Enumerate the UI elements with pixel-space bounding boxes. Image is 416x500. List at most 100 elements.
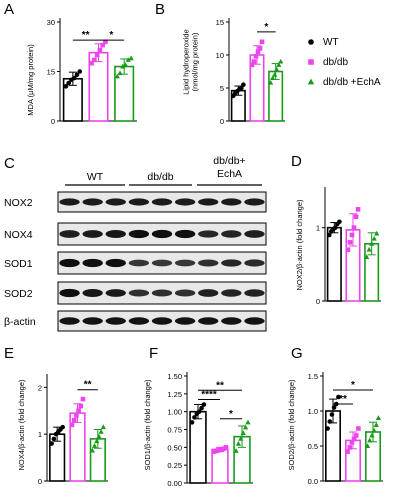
significance-label: ** bbox=[82, 30, 90, 41]
data-point-dbdb bbox=[259, 39, 265, 45]
data-point-wt bbox=[336, 394, 341, 400]
data-point-echa bbox=[375, 415, 382, 420]
blot-band bbox=[244, 259, 265, 267]
blot-band bbox=[174, 198, 196, 206]
data-point-echa bbox=[235, 441, 242, 446]
data-point-dbdb bbox=[78, 403, 84, 409]
data-point-echa bbox=[94, 438, 100, 444]
data-point-echa bbox=[240, 430, 246, 436]
data-point-wt bbox=[241, 82, 246, 87]
data-point-dbdb bbox=[74, 413, 79, 418]
data-point-echa bbox=[364, 443, 371, 448]
data-point-dbdb bbox=[94, 52, 100, 58]
blot-band bbox=[221, 198, 242, 206]
y-axis-title-line: NOX2/β-actin (fold change) bbox=[295, 199, 304, 291]
significance-label: **** bbox=[201, 390, 217, 401]
blot-band bbox=[244, 230, 265, 238]
blot-band bbox=[244, 317, 265, 325]
data-point-dbdb bbox=[223, 445, 229, 450]
data-point-echa bbox=[242, 424, 249, 430]
significance-label: * bbox=[264, 22, 268, 33]
blot-band bbox=[128, 198, 150, 206]
data-point-wt bbox=[189, 420, 195, 425]
data-point-echa bbox=[374, 230, 380, 236]
data-point-dbdb bbox=[89, 60, 94, 66]
y-tick-label: 30 bbox=[47, 18, 55, 27]
legend-label-dbdb: db/db bbox=[323, 57, 348, 68]
data-point-echa bbox=[114, 73, 120, 79]
chart-panel-g: G SOD2/β-actin (fold change) 0.0 0.5 1.0 1.5 *… bbox=[287, 345, 383, 486]
legend-marker-wt bbox=[308, 39, 314, 45]
significance-label: ** bbox=[84, 380, 92, 391]
data-point-echa bbox=[125, 57, 131, 62]
panel-label: F bbox=[149, 345, 158, 362]
blot-band bbox=[105, 289, 126, 297]
data-point-dbdb bbox=[255, 49, 261, 54]
data-point-wt bbox=[60, 424, 65, 430]
data-point-dbdb bbox=[71, 417, 77, 423]
blot-band bbox=[105, 229, 126, 239]
significance-label: * bbox=[351, 380, 355, 391]
data-point-echa bbox=[367, 437, 373, 443]
data-point-dbdb bbox=[100, 42, 105, 48]
blot-band bbox=[105, 198, 126, 206]
panel-label: D bbox=[291, 153, 302, 170]
data-point-dbdb bbox=[92, 57, 97, 63]
data-point-dbdb bbox=[353, 433, 359, 438]
data-point-dbdb bbox=[211, 449, 217, 454]
data-point-dbdb bbox=[103, 39, 108, 45]
blot-band bbox=[174, 289, 196, 297]
blot-band bbox=[59, 230, 80, 238]
blot-band bbox=[128, 229, 150, 239]
data-point-wt bbox=[196, 409, 202, 414]
data-point-wt bbox=[74, 72, 80, 78]
data-point-dbdb bbox=[356, 426, 361, 431]
blot-row-label: NOX2 bbox=[4, 197, 33, 209]
data-point-echa bbox=[98, 429, 104, 434]
panel-label: C bbox=[4, 155, 15, 172]
blot-band bbox=[244, 289, 265, 297]
data-point-echa bbox=[269, 75, 276, 81]
panel-label: G bbox=[291, 345, 303, 362]
data-point-echa bbox=[278, 58, 284, 64]
y-tick-label: 15 bbox=[216, 18, 224, 27]
data-point-wt bbox=[329, 412, 335, 417]
bar-wt bbox=[326, 226, 342, 302]
data-point-wt bbox=[326, 232, 332, 238]
y-axis-title-line: MDA (μM/mg protein) bbox=[26, 44, 35, 116]
y-tick-label: 10 bbox=[216, 51, 224, 60]
data-point-wt bbox=[331, 405, 337, 410]
y-axis-title: MDA (μM/mg protein) bbox=[26, 44, 35, 116]
blot-band bbox=[198, 317, 219, 325]
data-point-echa bbox=[122, 62, 129, 67]
blot-band bbox=[174, 259, 196, 267]
data-point-dbdb bbox=[221, 446, 226, 452]
panel-label: E bbox=[4, 345, 14, 362]
data-point-wt bbox=[201, 402, 207, 407]
blot-band bbox=[198, 230, 219, 238]
blot-band bbox=[82, 288, 103, 298]
data-point-dbdb bbox=[257, 46, 263, 51]
blot-band bbox=[59, 198, 80, 206]
data-point-echa bbox=[363, 254, 370, 259]
data-point-dbdb bbox=[251, 59, 257, 64]
y-axis-title-line: SOD1/β-actin (fold change) bbox=[143, 379, 152, 471]
data-point-echa bbox=[89, 447, 95, 453]
data-point-dbdb bbox=[76, 408, 81, 414]
data-point-echa bbox=[96, 433, 102, 439]
blot-group-label: db/db+ bbox=[213, 155, 245, 167]
data-point-dbdb bbox=[349, 232, 355, 238]
data-point-dbdb bbox=[345, 449, 350, 454]
data-point-wt bbox=[327, 419, 333, 424]
data-point-dbdb bbox=[214, 448, 219, 454]
panel-label: B bbox=[155, 1, 165, 18]
y-tick-label: 0.5 bbox=[308, 442, 318, 451]
data-point-echa bbox=[371, 235, 377, 241]
data-point-wt bbox=[63, 84, 69, 89]
legend-marker-echa bbox=[307, 78, 315, 85]
data-point-wt bbox=[337, 219, 342, 225]
blot-band bbox=[244, 198, 265, 206]
blot-band bbox=[174, 317, 196, 325]
data-point-echa bbox=[91, 443, 98, 448]
